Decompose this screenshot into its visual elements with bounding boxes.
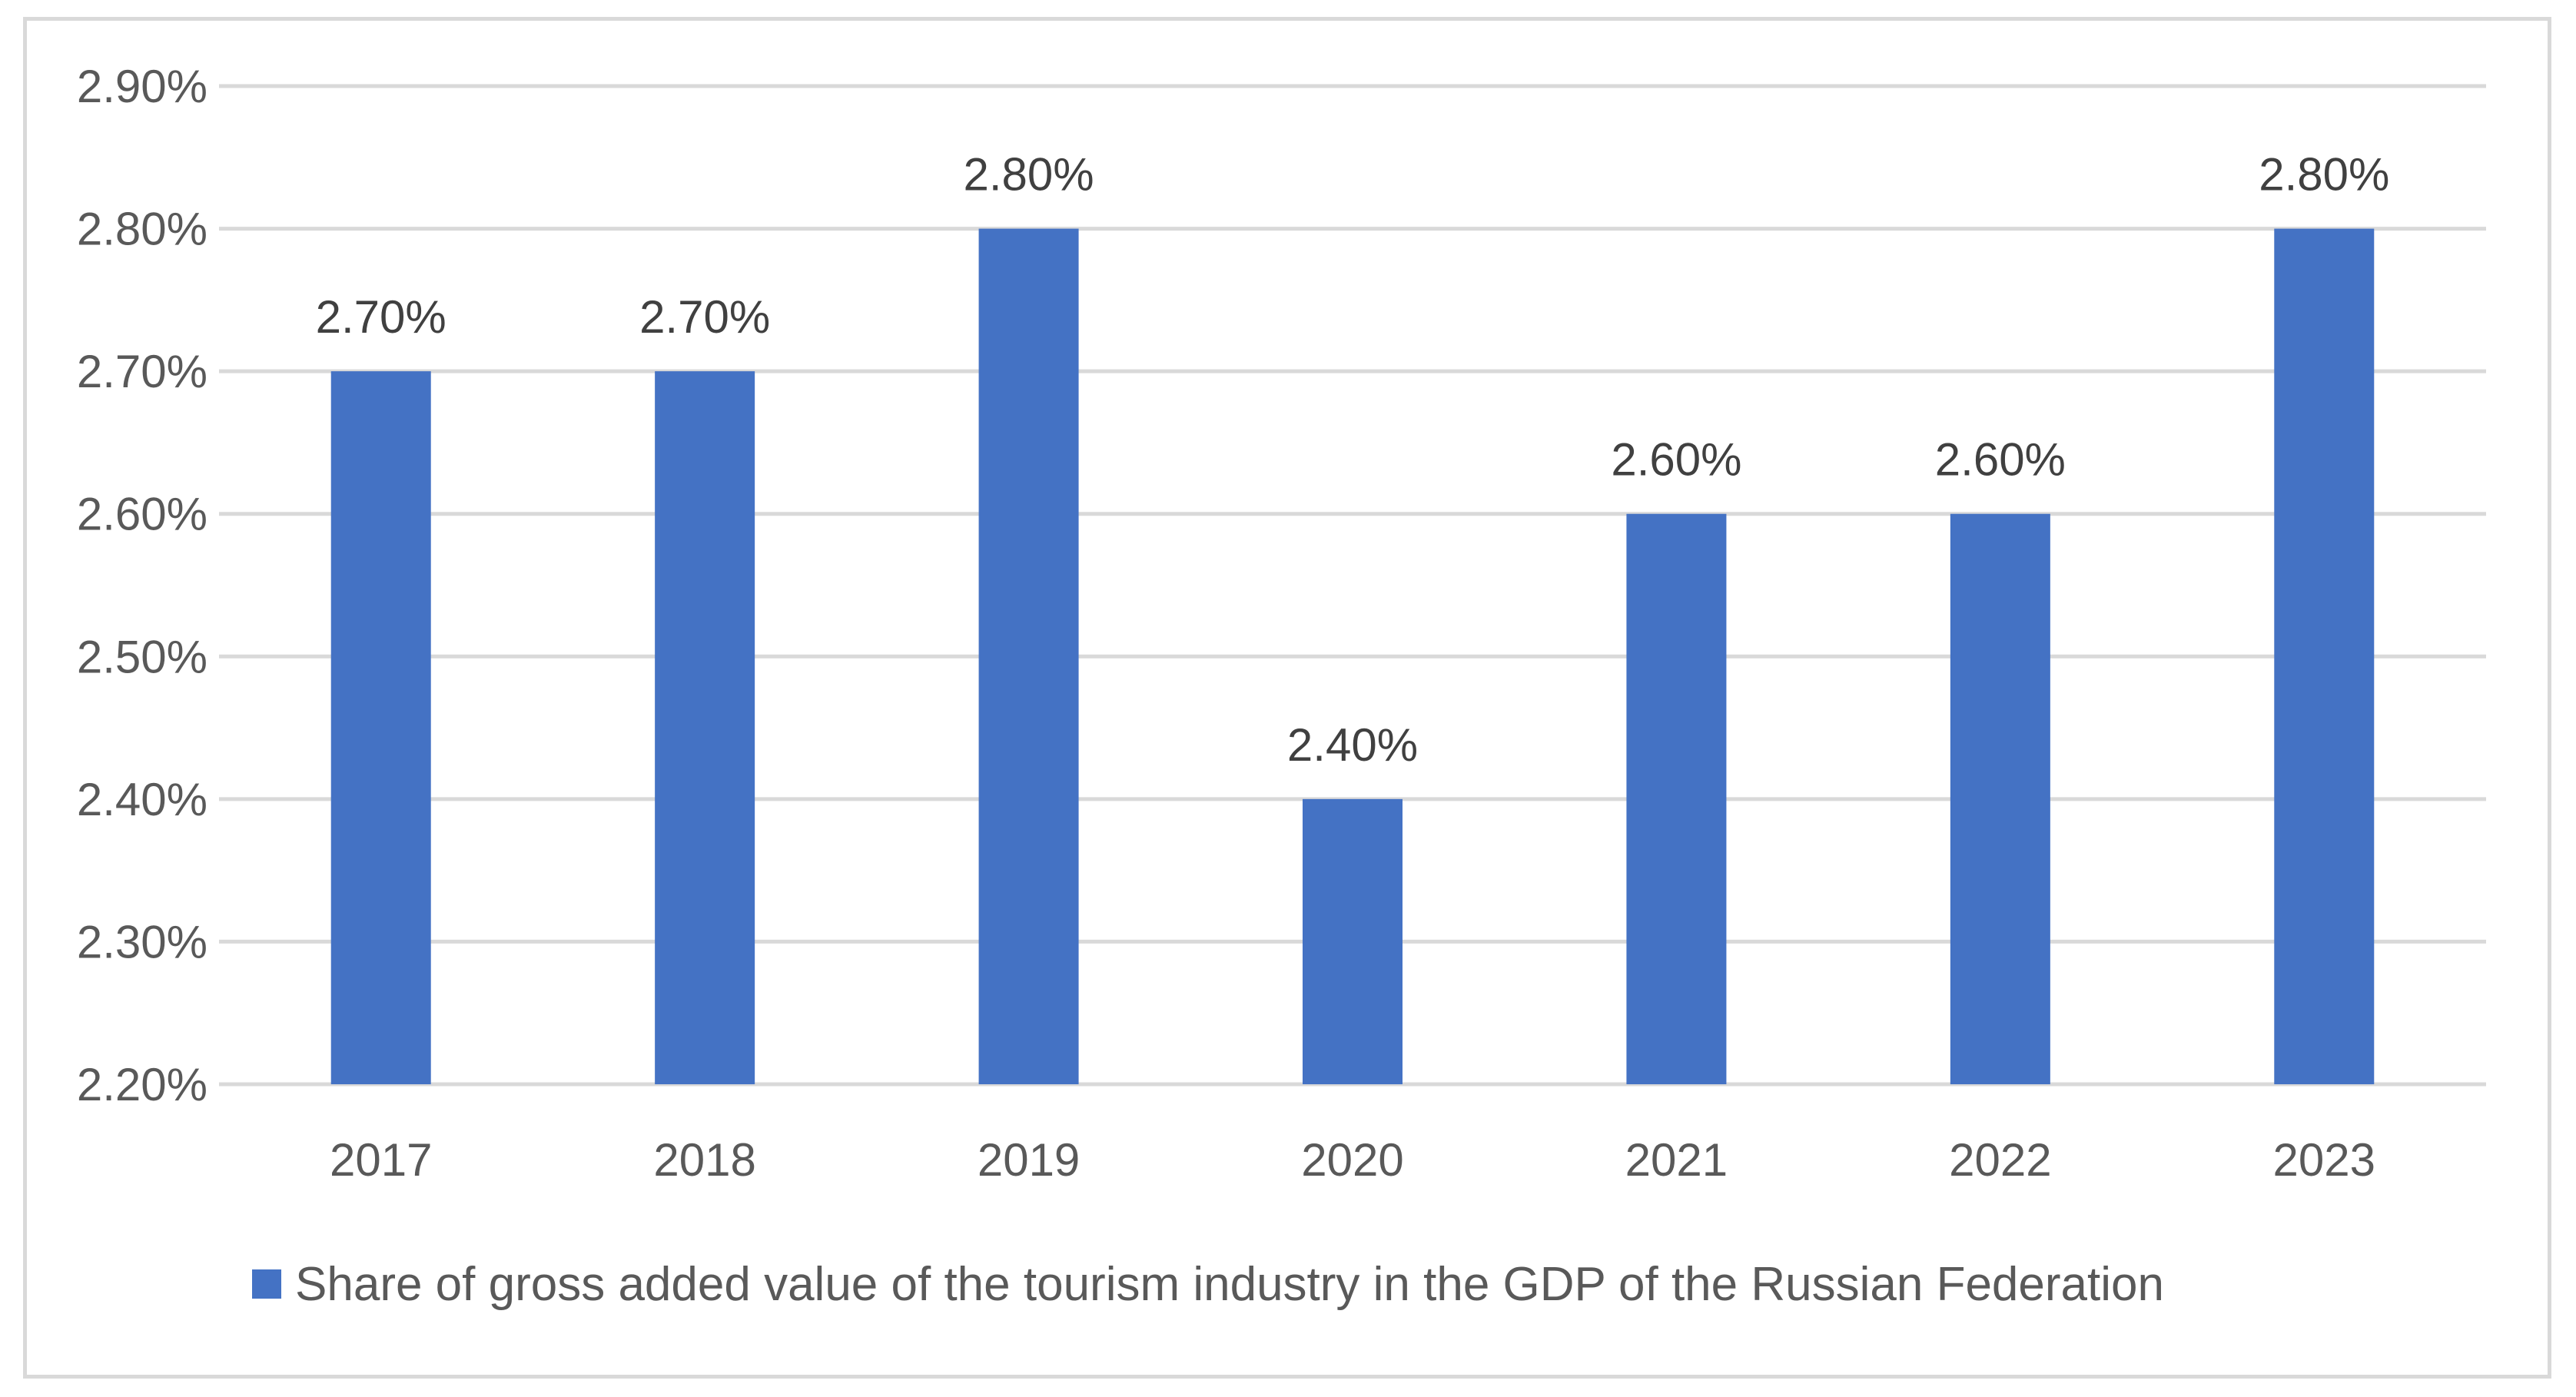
y-tick-label: 2.50%	[77, 631, 207, 682]
x-tick-label: 2020	[1301, 1134, 1403, 1186]
x-tick-label: 2017	[330, 1134, 432, 1186]
bar	[1626, 513, 1727, 1084]
data-labels: 2.70% 2.70% 2.80% 2.40% 2.60% 2.60% 2.80%	[316, 149, 2390, 771]
data-label: 2.80%	[964, 149, 1094, 201]
x-tick-label: 2021	[1625, 1134, 1728, 1186]
bar	[655, 371, 755, 1085]
bar	[978, 228, 1079, 1085]
gridlines	[219, 84, 2486, 1087]
x-tick-label: 2022	[1949, 1134, 2051, 1186]
x-tick-label: 2023	[2273, 1134, 2375, 1186]
legend-label: Share of gross added value of the touris…	[295, 1258, 2164, 1311]
bar	[1303, 798, 1403, 1084]
bar	[2274, 228, 2375, 1085]
x-tick-label: 2019	[978, 1134, 1080, 1186]
y-tick-label: 2.60%	[77, 489, 207, 540]
x-axis-ticks: 2017 2018 2019 2020 2021 2022 2023	[330, 1134, 2375, 1186]
y-tick-label: 2.20%	[77, 1059, 207, 1110]
data-label: 2.70%	[639, 291, 770, 343]
y-axis-ticks: 2.20% 2.30% 2.40% 2.50% 2.60% 2.70% 2.80% 2.90%	[77, 61, 207, 1110]
data-label: 2.60%	[1935, 434, 2066, 486]
y-tick-label: 2.70%	[77, 346, 207, 397]
y-tick-label: 2.90%	[77, 61, 207, 112]
y-tick-label: 2.80%	[77, 204, 207, 255]
y-tick-label: 2.30%	[77, 916, 207, 967]
bar	[1950, 513, 2050, 1084]
x-tick-label: 2018	[653, 1134, 755, 1186]
data-label: 2.40%	[1287, 719, 1418, 771]
legend-swatch	[252, 1269, 281, 1299]
bars	[330, 228, 2375, 1085]
data-label: 2.60%	[1611, 434, 1741, 486]
bar	[330, 371, 431, 1085]
data-label: 2.80%	[2259, 149, 2389, 201]
y-tick-label: 2.40%	[77, 774, 207, 825]
chart-frame	[23, 17, 2551, 1379]
data-label: 2.70%	[316, 291, 446, 343]
legend: Share of gross added value of the touris…	[252, 1258, 2164, 1311]
